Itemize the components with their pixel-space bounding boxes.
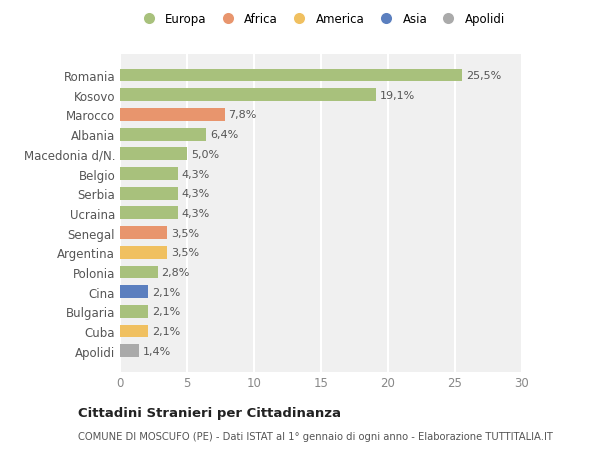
Text: 2,1%: 2,1% (152, 287, 181, 297)
Bar (120, 325, 148, 338)
Text: Cittadini Stranieri per Cittadinanza: Cittadini Stranieri per Cittadinanza (78, 406, 341, 419)
Text: 6,4%: 6,4% (210, 130, 238, 140)
Text: 4,3%: 4,3% (182, 189, 210, 199)
Text: 4,3%: 4,3% (182, 169, 210, 179)
Legend: Europa, Africa, America, Asia, Apolidi: Europa, Africa, America, Asia, Apolidi (134, 10, 508, 28)
Text: COMUNE DI MOSCUFO (PE) - Dati ISTAT al 1° gennaio di ogni anno - Elaborazione TU: COMUNE DI MOSCUFO (PE) - Dati ISTAT al 1… (78, 431, 553, 442)
Text: 3,5%: 3,5% (171, 228, 199, 238)
Bar (120, 227, 167, 240)
Text: 7,8%: 7,8% (229, 110, 257, 120)
Text: 4,3%: 4,3% (182, 208, 210, 218)
Text: 1,4%: 1,4% (143, 346, 171, 356)
Bar (120, 305, 148, 318)
Text: 2,8%: 2,8% (161, 268, 190, 277)
Text: 19,1%: 19,1% (380, 90, 415, 101)
Bar (120, 168, 178, 180)
Bar (120, 89, 376, 102)
Bar (120, 148, 187, 161)
Bar (120, 109, 224, 122)
Text: 5,0%: 5,0% (191, 150, 219, 159)
Bar (120, 207, 178, 220)
Bar (120, 246, 167, 259)
Bar (120, 285, 148, 298)
Text: 3,5%: 3,5% (171, 248, 199, 258)
Text: 2,1%: 2,1% (152, 307, 181, 317)
Bar (120, 129, 206, 141)
Bar (120, 187, 178, 200)
Bar (120, 345, 139, 358)
Bar (120, 69, 462, 82)
Bar (120, 266, 158, 279)
Text: 25,5%: 25,5% (466, 71, 501, 81)
Text: 2,1%: 2,1% (152, 326, 181, 336)
